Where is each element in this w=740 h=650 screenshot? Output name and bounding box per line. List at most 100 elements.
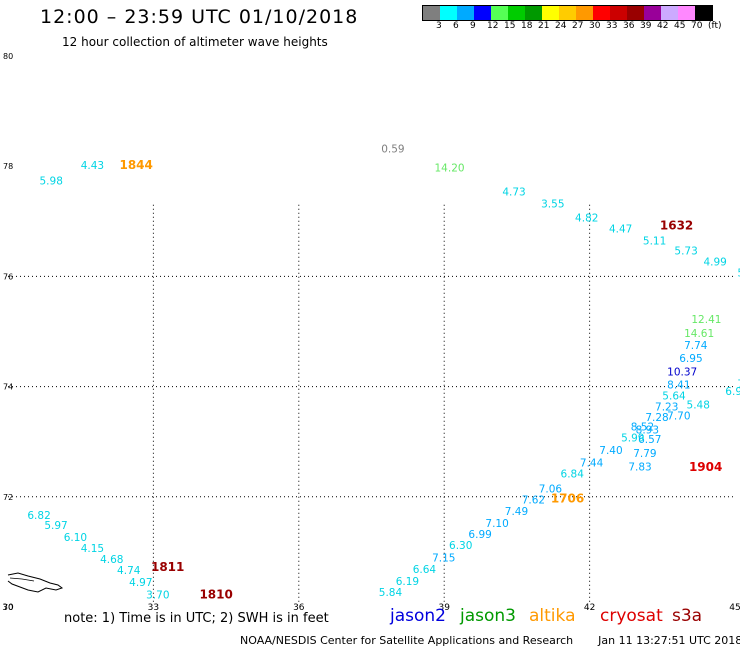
lat-label: 80 xyxy=(3,52,13,61)
color-swatch xyxy=(576,6,593,20)
color-scale-tick: 6 xyxy=(453,21,459,31)
color-scale-tick: 33 xyxy=(606,21,618,31)
wave-height-value: 4.47 xyxy=(609,223,632,235)
wave-height-value: 5.99 xyxy=(621,433,644,445)
color-swatch xyxy=(593,6,610,20)
wave-height-value: 4.82 xyxy=(575,212,598,224)
satellite-pass-times: 1844163219041706181118101 xyxy=(119,158,740,602)
wave-height-value: 6.19 xyxy=(396,576,419,588)
coastline xyxy=(7,572,64,593)
color-swatch xyxy=(661,6,678,20)
wave-height-value: 4.73 xyxy=(502,186,525,198)
lat-label: 72 xyxy=(3,493,13,502)
color-scale-tick: (ft) xyxy=(708,21,722,31)
color-scale-tick: 3 xyxy=(436,21,442,31)
wave-height-value: 7.70 xyxy=(667,411,690,423)
coastline-inlet xyxy=(9,577,35,582)
wave-height-value: 4.68 xyxy=(100,554,123,566)
wave-height-value: 0.59 xyxy=(381,143,404,155)
wave-height-value: 5.97 xyxy=(44,520,67,532)
satellite-legend-cryosat: cryosat xyxy=(600,606,663,626)
color-swatch xyxy=(457,6,474,20)
pass-time-label: 1844 xyxy=(119,158,152,172)
lon-label: 39 xyxy=(438,603,450,613)
wave-height-value: 5. xyxy=(737,267,740,279)
color-swatch xyxy=(491,6,508,20)
wave-height-value: 7.62 xyxy=(522,494,545,506)
pass-time-label: 1810 xyxy=(199,588,232,602)
color-scale-tick: 70 xyxy=(691,21,703,31)
footer-credit: NOAA/NESDIS Center for Satellite Applica… xyxy=(240,634,740,647)
lat-label: 76 xyxy=(3,272,13,281)
wave-height-value: 12.41 xyxy=(691,314,721,326)
wave-height-value: 7.23 xyxy=(655,401,678,413)
wave-height-value: 7.15 xyxy=(432,552,455,564)
wave-height-value: 5.64 xyxy=(662,390,686,402)
lon-label: 30 xyxy=(2,603,14,613)
lat-label: 78 xyxy=(3,162,13,171)
wave-height-value: 7.49 xyxy=(505,506,528,518)
wave-height-value: 4.99 xyxy=(703,256,726,268)
lon-label: 45 xyxy=(729,603,740,613)
color-swatch xyxy=(695,6,712,20)
color-swatch xyxy=(474,6,491,20)
wave-height-value: 5.98 xyxy=(40,175,63,187)
lon-label: 33 xyxy=(148,603,159,613)
wave-height-value: 6.95 xyxy=(679,353,702,365)
wave-height-value: 7.28 xyxy=(645,412,668,424)
wave-height-value: 6.82 xyxy=(27,510,50,522)
color-swatch xyxy=(542,6,559,20)
color-scale-tick: 39 xyxy=(640,21,652,31)
pass-time-label: 1632 xyxy=(660,219,693,233)
wave-height-value: 6.30 xyxy=(449,540,472,552)
color-swatch xyxy=(440,6,457,20)
wave-height-value: 6.57 xyxy=(638,434,661,446)
color-scale-tick: 18 xyxy=(521,21,533,31)
wave-height-value: 4.43 xyxy=(81,160,104,172)
wave-height-value: 5.11 xyxy=(643,235,666,247)
color-scale-tick: 45 xyxy=(674,21,686,31)
wave-height-value: 14.61 xyxy=(684,328,714,340)
map-subtitle: 12 hour collection of altimeter wave hei… xyxy=(62,35,328,49)
wave-height-value: 7.10 xyxy=(485,518,508,530)
note-text: note: 1) Time is in UTC; 2) SWH is in fe… xyxy=(64,611,329,626)
satellite-legend-s3a: s3a xyxy=(672,606,703,626)
timestamp-text: Jan 11 13:27:51 UTC 2018 xyxy=(598,634,740,647)
satellite-legend-altika: altika xyxy=(529,606,576,626)
wave-height-value: 7.79 xyxy=(633,448,656,460)
wave-height-value: 4.15 xyxy=(81,543,104,555)
color-swatch xyxy=(627,6,644,20)
color-scale-bar xyxy=(422,5,713,21)
color-swatch xyxy=(644,6,661,20)
wave-height-value: 6.10 xyxy=(64,532,87,544)
color-swatch xyxy=(525,6,542,20)
satellite-legend-jason3: jason3 xyxy=(460,606,516,626)
color-scale-tick: 9 xyxy=(470,21,476,31)
color-scale-tick: 27 xyxy=(572,21,584,31)
lat-label: 70 xyxy=(3,603,13,612)
wave-height-values: 5.98 4.43 0.59 14.20 4.73 3.55 4.82 4.47 5.11 5. 7… xyxy=(27,143,740,601)
lat-label: 74 xyxy=(3,383,13,392)
wave-height-value: 3.55 xyxy=(541,199,564,211)
lat-lon-grid xyxy=(8,204,735,605)
wave-height-value: 6.98 xyxy=(725,386,740,398)
lon-label: 36 xyxy=(293,603,305,613)
wave-height-value: 7.44 xyxy=(580,457,604,469)
wave-height-value: 7 xyxy=(737,379,740,391)
map-title: 12:00 – 23:59 UTC 01/10/2018 xyxy=(40,6,359,28)
color-swatch xyxy=(610,6,627,20)
wave-height-value: 8.41 xyxy=(667,379,690,391)
wave-height-value: 5.48 xyxy=(687,400,710,412)
wave-height-value: 6.84 xyxy=(561,469,585,481)
wave-height-value: 7.40 xyxy=(599,445,622,457)
wave-height-value: 5.84 xyxy=(379,587,403,599)
wave-height-value: 6.64 xyxy=(413,564,437,576)
color-scale-tick: 42 xyxy=(657,21,669,31)
pass-time-label: 1904 xyxy=(689,460,722,474)
wave-height-value: 7.74 xyxy=(684,340,708,352)
wave-height-value: 4.74 xyxy=(117,565,141,577)
wave-height-value: 10.37 xyxy=(667,367,697,379)
wave-height-value: 14.20 xyxy=(435,163,465,175)
color-swatch xyxy=(559,6,576,20)
